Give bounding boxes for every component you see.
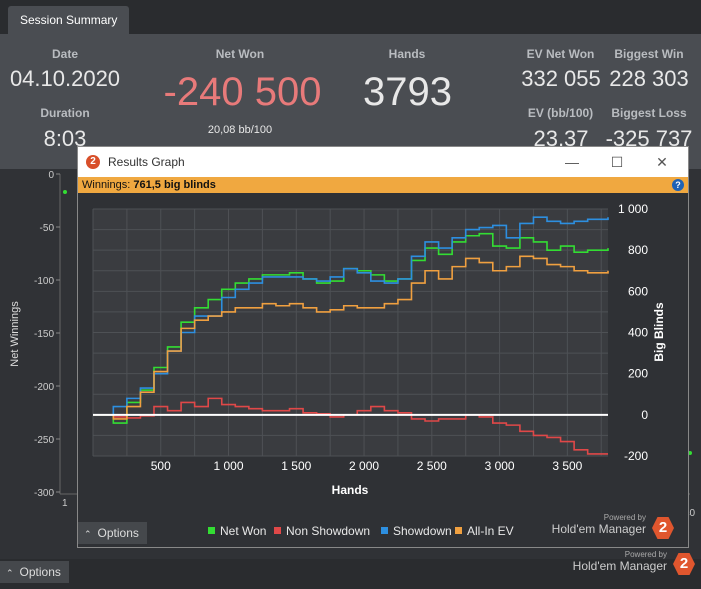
y-tick-label: 600 bbox=[628, 284, 648, 298]
bg-x-tick-right: 40 bbox=[684, 508, 696, 519]
legend-swatch bbox=[381, 527, 388, 534]
date-label: Date bbox=[51, 47, 78, 61]
tab-bar: Session Summary bbox=[0, 0, 701, 34]
legend-swatch bbox=[208, 527, 215, 534]
bg-y-axis-label: Net Winnings bbox=[9, 301, 21, 367]
legend-label: Net Won bbox=[220, 524, 267, 538]
results-chart: 500 1 000 1 500 2 000 2 500 3 000 3 500 -200 0 2… bbox=[92, 202, 666, 497]
maximize-button[interactable]: ☐ bbox=[610, 154, 624, 170]
bottom-bar: ⌃ Options Powered by Hold'em Manager 2 bbox=[0, 550, 701, 589]
minimize-button[interactable]: — bbox=[565, 154, 579, 170]
bg-y-tick-label: -100 bbox=[34, 276, 54, 287]
y-tick-label: 200 bbox=[628, 367, 648, 381]
winnings-prefix: Winnings: bbox=[82, 179, 131, 191]
ev-net-won-label: EV Net Won bbox=[526, 47, 595, 61]
close-button[interactable]: ✕ bbox=[656, 154, 668, 170]
netwon-label: Net Won bbox=[215, 47, 265, 61]
winnings-info-bar: Winnings: 761,5 big blinds ? bbox=[78, 177, 688, 193]
ev-net-won-value: 332 055 bbox=[521, 66, 601, 91]
bg-y-tick-label: -200 bbox=[34, 382, 54, 393]
x-tick-label: 3 500 bbox=[552, 459, 582, 473]
y-axis-label: Big Blinds bbox=[652, 302, 666, 362]
powered-by-label: Powered by bbox=[624, 550, 667, 559]
y-tick-label: 800 bbox=[628, 243, 648, 257]
legend-item: Net Won bbox=[208, 524, 266, 538]
bg-y-tick-label: 0 bbox=[48, 170, 54, 181]
bg-y-tick-label: -50 bbox=[40, 223, 55, 234]
window-titlebar[interactable]: 2 Results Graph — ☐ ✕ bbox=[78, 147, 688, 177]
holdem-manager-label: Hold'em Manager bbox=[572, 559, 667, 573]
y-tick-label: 0 bbox=[641, 408, 648, 422]
date-value: 04.10.2020 bbox=[9, 66, 121, 91]
biggest-win-label: Biggest Win bbox=[614, 47, 684, 61]
y-tick-label: 400 bbox=[628, 326, 648, 340]
ev-bb-label: EV (bb/100) bbox=[527, 106, 594, 120]
y-tick-label: 1 000 bbox=[618, 202, 648, 216]
x-tick-label: 500 bbox=[151, 459, 171, 473]
graph-hm-logo-icon: 2 bbox=[652, 517, 674, 539]
legend-item: All-In EV bbox=[455, 524, 514, 538]
hm-app-icon: 2 bbox=[86, 155, 100, 169]
legend-label: Non Showdown bbox=[286, 524, 371, 538]
hands-value: 3793 bbox=[363, 70, 452, 114]
biggest-loss-label: Biggest Loss bbox=[611, 106, 687, 120]
duration-label: Duration bbox=[40, 106, 90, 120]
legend-label: Showdown bbox=[393, 524, 452, 538]
hands-label: Hands bbox=[388, 47, 426, 61]
legend-swatch bbox=[455, 527, 462, 534]
graph-options-label: Options bbox=[97, 526, 139, 540]
help-icon[interactable]: ? bbox=[672, 179, 684, 191]
bg-y-tick-label: -150 bbox=[34, 329, 54, 340]
netwon-value: -240 500 bbox=[163, 70, 322, 114]
legend-swatch bbox=[274, 527, 281, 534]
legend-item: Non Showdown bbox=[274, 524, 370, 538]
y-tick-label: -200 bbox=[624, 449, 648, 463]
graph-options-button[interactable]: ⌃ Options bbox=[78, 522, 147, 544]
legend-label: All-In EV bbox=[467, 524, 514, 538]
window-title: Results Graph bbox=[108, 155, 185, 169]
options-button[interactable]: ⌃ Options bbox=[0, 561, 69, 583]
bg-chart-point bbox=[63, 190, 67, 194]
biggest-win-value: 228 303 bbox=[609, 66, 689, 91]
bg-y-tick-label: -250 bbox=[34, 435, 54, 446]
options-label: Options bbox=[19, 565, 61, 579]
tab-session-summary[interactable]: Session Summary bbox=[8, 6, 130, 34]
x-tick-label: 2 000 bbox=[349, 459, 379, 473]
x-axis-label: Hands bbox=[332, 483, 369, 497]
x-tick-label: 1 500 bbox=[281, 459, 311, 473]
bg-chart-point bbox=[688, 451, 692, 455]
powered-by-hm: Powered by Hold'em Manager bbox=[573, 550, 667, 573]
bg-x-tick-left: 1 bbox=[62, 498, 68, 509]
graph-powered-by-hm: Powered by Hold'em Manager bbox=[552, 513, 646, 536]
winnings-value: 761,5 big blinds bbox=[133, 179, 216, 191]
hm-logo-icon: 2 bbox=[673, 553, 695, 575]
x-tick-label: 3 000 bbox=[485, 459, 515, 473]
results-graph-window: 2 Results Graph — ☐ ✕ Winnings: 761,5 bi… bbox=[77, 146, 689, 548]
bg-y-tick-label: -300 bbox=[34, 488, 54, 499]
legend-item: Showdown bbox=[381, 524, 452, 538]
graph-powered-by-label: Powered by bbox=[603, 513, 646, 522]
graph-holdem-manager-label: Hold'em Manager bbox=[551, 522, 646, 536]
chevron-up-icon: ⌃ bbox=[84, 529, 92, 539]
chevron-up-icon: ⌃ bbox=[6, 568, 14, 578]
netwon-bb: 20,08 bb/100 bbox=[207, 124, 273, 136]
x-tick-label: 2 500 bbox=[417, 459, 447, 473]
x-tick-label: 1 000 bbox=[214, 459, 244, 473]
series-line-all-in-ev bbox=[93, 255, 609, 420]
